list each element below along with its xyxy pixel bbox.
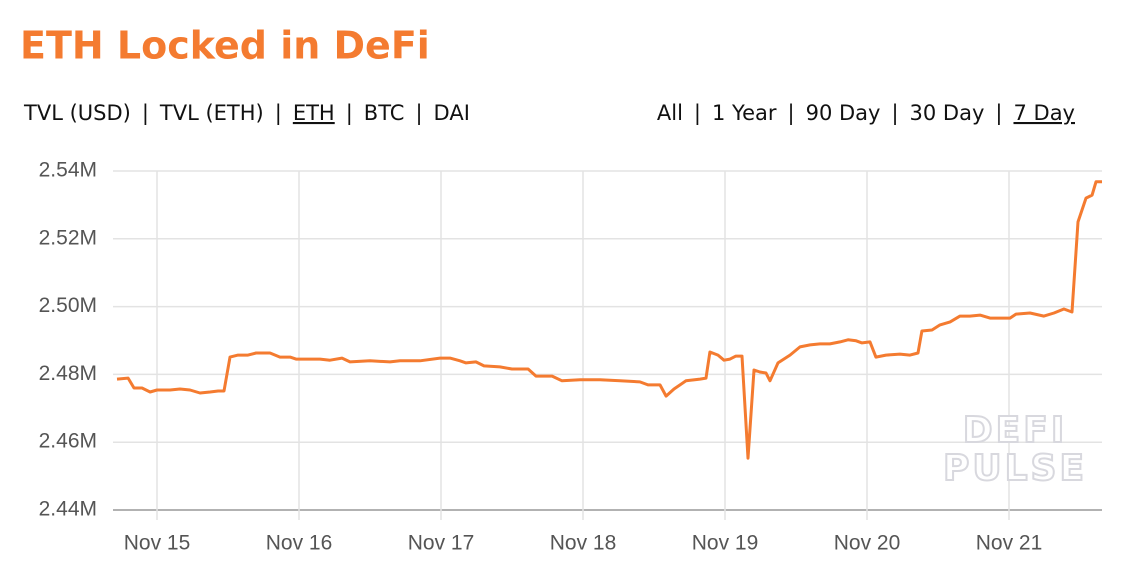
y-tick-label: 2.48M	[39, 362, 97, 385]
nav-separator: |	[275, 101, 282, 126]
y-tick-label: 2.54M	[39, 159, 97, 182]
watermark: DEFI	[963, 410, 1067, 451]
nav-option[interactable]: TVL (USD)	[23, 101, 131, 125]
nav-option[interactable]: 90 Day	[806, 101, 881, 125]
x-tick-label: Nov 19	[692, 532, 759, 555]
nav-option[interactable]: DAI	[434, 101, 470, 125]
nav-separator: |	[995, 101, 1002, 126]
y-tick-label: 2.46M	[39, 430, 97, 453]
x-tick-label: Nov 18	[550, 532, 617, 555]
nav-option[interactable]: BTC	[364, 101, 405, 125]
nav-option[interactable]: TVL (ETH)	[159, 101, 264, 125]
nav-separator: |	[346, 101, 353, 126]
nav-option[interactable]: 1 Year	[712, 101, 777, 125]
nav-separator: |	[788, 101, 795, 126]
nav-option[interactable]: 7 Day	[1013, 101, 1075, 125]
nav-separator: |	[694, 101, 701, 126]
x-tick-label: Nov 15	[124, 532, 191, 555]
x-tick-label: Nov 21	[976, 532, 1043, 555]
x-tick-label: Nov 16	[266, 532, 333, 555]
x-tick-label: Nov 20	[834, 532, 901, 555]
nav-option[interactable]: ETH	[293, 101, 335, 125]
page-title: ETH Locked in DeFi	[20, 24, 430, 68]
y-tick-label: 2.52M	[39, 226, 97, 249]
nav-separator: |	[891, 101, 898, 126]
x-tick-label: Nov 17	[408, 532, 475, 555]
nav-option[interactable]: All	[657, 101, 683, 125]
data-line	[116, 180, 1102, 460]
y-tick-label: 2.44M	[39, 498, 97, 521]
nav-separator: |	[415, 101, 422, 126]
nav-separator: |	[142, 101, 149, 126]
nav-option[interactable]: 30 Day	[910, 101, 985, 125]
y-tick-label: 2.50M	[39, 294, 97, 317]
watermark: PULSE	[943, 448, 1087, 489]
